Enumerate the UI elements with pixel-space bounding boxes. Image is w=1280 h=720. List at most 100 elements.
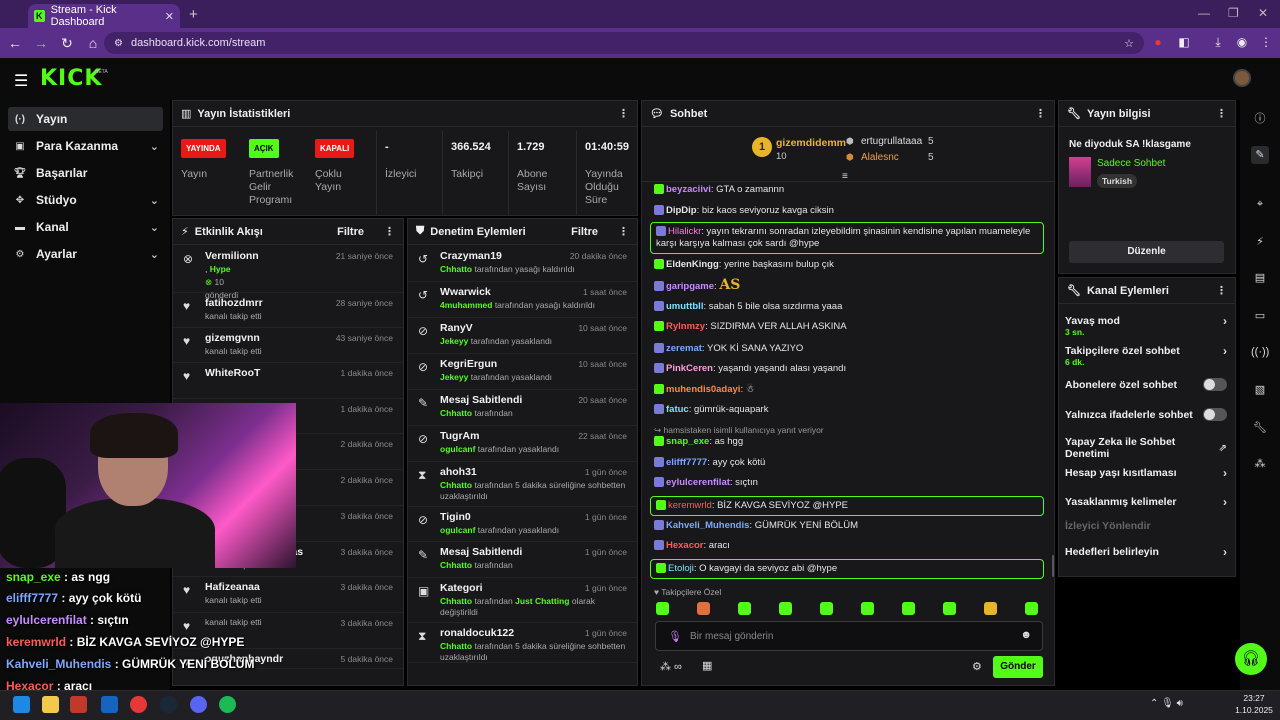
category-thumbnail[interactable] xyxy=(1069,157,1091,187)
outlook-icon[interactable] xyxy=(101,696,118,713)
chat-input-box[interactable]: 🎙︎ Bir mesaj gönderin ☻ xyxy=(655,621,1043,651)
forward-icon[interactable]: → xyxy=(34,35,48,51)
home-icon[interactable]: ⌂ xyxy=(88,35,98,51)
moderation-target[interactable]: TugrAm xyxy=(440,430,480,442)
site-info-icon[interactable]: ⚙ xyxy=(114,37,123,49)
maximize-icon[interactable]: ❐ xyxy=(1228,6,1239,20)
browser-tab[interactable]: K Stream - Kick Dashboard ✕ xyxy=(28,4,180,28)
chat-message[interactable]: beyzaciivi: GTA o zamannn xyxy=(654,184,1042,196)
minimize-icon[interactable]: — xyxy=(1198,6,1210,20)
steam-icon[interactable] xyxy=(160,696,177,713)
chat-username[interactable]: DipDip xyxy=(666,205,697,216)
more-options-icon[interactable]: ⋮ xyxy=(1216,108,1227,120)
wrench-icon[interactable]: 🔧︎ xyxy=(1253,422,1267,434)
moderation-target[interactable]: ronaldocuk122 xyxy=(440,627,515,639)
toggle-switch[interactable] xyxy=(1203,408,1227,421)
extension-red-icon[interactable]: ● xyxy=(1154,35,1162,49)
channel-action-row[interactable]: Yavaş mod › xyxy=(1065,314,1227,328)
emote-icon[interactable] xyxy=(861,602,874,615)
moderation-target[interactable]: Mesaj Sabitlendi xyxy=(440,394,523,406)
activity-username[interactable]: fatihozdmrr xyxy=(205,297,263,309)
chat-username[interactable]: Etoloji xyxy=(668,563,694,574)
chat-message[interactable]: muhendis0adayi: ☃ xyxy=(654,384,1042,396)
chat-username[interactable]: PinkCeren xyxy=(666,363,713,374)
points-icon[interactable]: ⁂ ∞ xyxy=(660,661,682,673)
chat-message[interactable]: Hilalickr: yayın tekrarını sonradan izle… xyxy=(650,222,1044,254)
pencil-icon[interactable]: ✎ xyxy=(1251,146,1269,164)
user-avatar[interactable] xyxy=(1233,69,1251,87)
moderation-target[interactable]: KegriErgun xyxy=(440,358,498,370)
tray-icons[interactable]: ⌃ 🎙︎ 🔊︎ xyxy=(1150,698,1183,709)
channel-action-row[interactable]: Yalnızca ifadelerle sohbet xyxy=(1065,408,1227,421)
store-icon[interactable]: ▦ xyxy=(702,660,713,672)
sidebar-item-para-kazanma[interactable]: ▣ Para Kazanma ⌄ xyxy=(8,134,163,158)
moderator-name[interactable]: Jekeyy xyxy=(440,372,469,382)
reload-icon[interactable]: ↻ xyxy=(61,34,73,51)
moderation-target[interactable]: RanyV xyxy=(440,322,473,334)
emote-icon[interactable] xyxy=(820,602,833,615)
apps-icon[interactable]: ⁂ xyxy=(1254,458,1266,470)
activity-username[interactable]: WhiteRooT xyxy=(205,367,261,379)
chrome-icon[interactable] xyxy=(130,696,147,713)
moderator-name[interactable]: Chhatto xyxy=(440,408,473,418)
bookmark-star-icon[interactable]: ☆ xyxy=(1124,37,1134,50)
toggle-switch[interactable] xyxy=(1203,378,1227,391)
windows-start-icon[interactable] xyxy=(13,696,30,713)
more-options-icon[interactable]: ⋮ xyxy=(618,108,629,120)
activity-username[interactable]: Hafizeanaa xyxy=(205,581,260,593)
more-options-icon[interactable]: ⋮ xyxy=(384,226,395,238)
moderation-target[interactable]: Wwarwick xyxy=(440,286,491,298)
spotify-icon[interactable] xyxy=(219,696,236,713)
chat-message[interactable]: garipgame: AS xyxy=(654,278,1042,293)
chat-username[interactable]: keremwrld xyxy=(668,500,712,511)
channel-action-row[interactable]: Hedefleri belirleyin › xyxy=(1065,545,1227,559)
emote-icon[interactable] xyxy=(697,602,710,615)
chat-username[interactable]: elifff7777 xyxy=(666,457,708,468)
discord-icon[interactable] xyxy=(190,696,207,713)
tab-close-icon[interactable]: ✕ xyxy=(164,10,174,23)
chat-username[interactable]: zeremat xyxy=(666,343,702,354)
more-options-icon[interactable]: ⋮ xyxy=(618,226,629,238)
channel-action-row[interactable]: Yasaklanmış kelimeler › xyxy=(1065,495,1227,509)
document-icon[interactable]: ▤ xyxy=(1254,272,1266,284)
browser-menu-icon[interactable]: ⋮ xyxy=(1260,35,1272,49)
layout-icon[interactable]: ▧ xyxy=(1254,384,1266,396)
moderator-name[interactable]: Jekeyy xyxy=(440,336,469,346)
chat-message[interactable]: zeremat: YOK Kİ SANA YAZIYO xyxy=(654,343,1042,355)
chat-message[interactable]: PinkCeren: yaşandı yaşandı alası yaşandı xyxy=(654,363,1042,375)
moderator-name[interactable]: Chhatto xyxy=(440,560,473,570)
emote-icon[interactable] xyxy=(984,602,997,615)
new-tab-icon[interactable]: + xyxy=(189,6,198,23)
chat-message[interactable]: fatuc: gümrük-aquapark xyxy=(654,404,1042,416)
channel-action-row[interactable]: Abonelere özel sohbet xyxy=(1065,378,1227,391)
profile-icon[interactable]: ◉ xyxy=(1236,35,1248,49)
taskbar-app-icon[interactable] xyxy=(70,696,87,713)
chat-username[interactable]: eylulcerenfilat xyxy=(666,477,730,488)
moderator-name[interactable]: ogulcanf xyxy=(440,525,476,535)
chat-username[interactable]: EldenKingg xyxy=(666,259,719,270)
moderator-name[interactable]: Chhatto xyxy=(440,641,473,651)
extensions-icon[interactable]: ◧ xyxy=(1178,35,1190,49)
channel-action-row[interactable]: İzleyici Yönlendir xyxy=(1065,520,1227,532)
chat-username[interactable]: umuttbll xyxy=(666,301,704,312)
filter-button[interactable]: Filtre xyxy=(337,225,364,238)
moderator-name[interactable]: Chhatto xyxy=(440,596,473,606)
emote-icon[interactable] xyxy=(902,602,915,615)
url-field[interactable]: ⚙ dashboard.kick.com/stream ☆ xyxy=(104,32,1144,54)
sidebar-item-studyo[interactable]: ✥ Stüdyo ⌄ xyxy=(8,188,163,212)
filter-button[interactable]: Filtre xyxy=(571,225,598,238)
emote-icon[interactable] xyxy=(779,602,792,615)
chat-message[interactable]: snap_exe: as hgg xyxy=(654,436,1042,448)
emote-icon[interactable] xyxy=(738,602,751,615)
chat-username[interactable]: Kahveli_Muhendis xyxy=(666,520,750,531)
channel-action-row[interactable]: Takipçilere özel sohbet › xyxy=(1065,344,1227,358)
chat-username[interactable]: hamsistaken xyxy=(663,425,712,435)
chat-message[interactable]: Kahveli_Muhendis: GÜMRÜK YENİ BÖLÜM xyxy=(654,520,1042,532)
chat-username[interactable]: fatuc xyxy=(666,404,689,415)
chat-message[interactable]: EldenKingg: yerine başkasını bulup çık xyxy=(654,259,1042,271)
activity-username[interactable]: Vermilionn xyxy=(205,250,259,262)
activity-username[interactable]: gizemgvnn xyxy=(205,332,260,344)
more-options-icon[interactable]: ⋮ xyxy=(1216,285,1227,297)
hamburger-menu-icon[interactable]: ☰ xyxy=(14,73,29,90)
emoji-icon[interactable]: ☻ xyxy=(1020,629,1032,641)
